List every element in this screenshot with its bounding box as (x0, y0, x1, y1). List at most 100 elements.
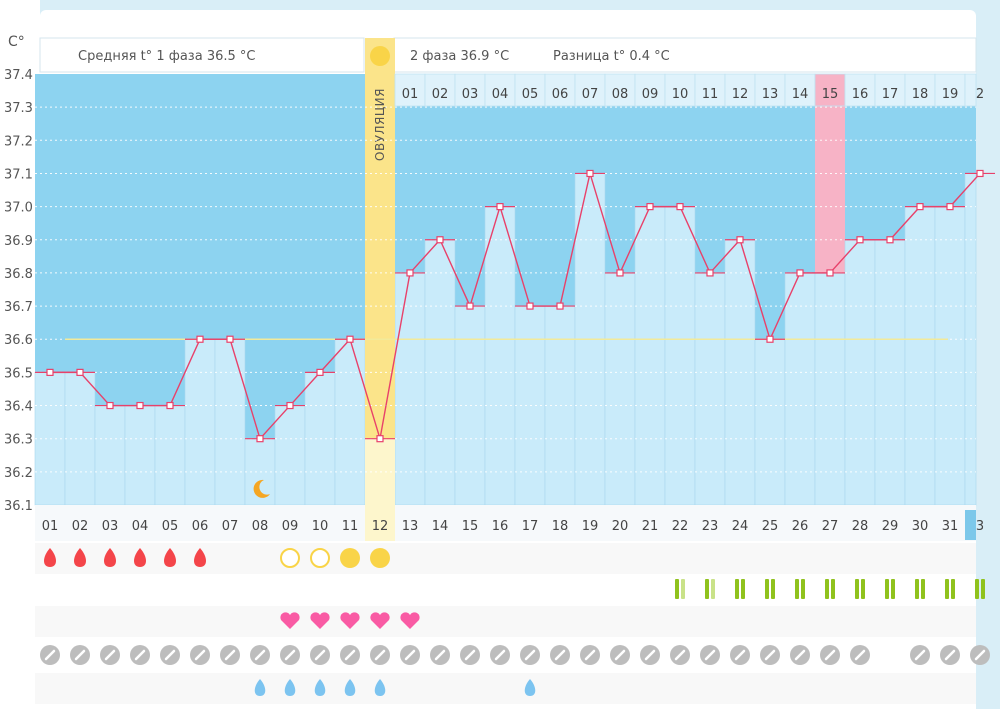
discharge-bar-icon[interactable] (825, 579, 829, 599)
temperature-point-day-03[interactable] (106, 401, 114, 410)
pill-slash (434, 649, 446, 661)
discharge-bar-icon[interactable] (831, 579, 835, 599)
pill-slash (704, 649, 716, 661)
pill-slash (854, 649, 866, 661)
discharge-bar-icon[interactable] (681, 579, 685, 599)
symptom-row-2 (35, 574, 976, 605)
menstruation-drop-icon[interactable] (104, 548, 116, 567)
temperature-point-day-13[interactable] (406, 269, 414, 277)
temperature-point-day-26[interactable] (796, 269, 804, 277)
temperature-point-day-06[interactable] (196, 335, 204, 343)
water-drop-icon[interactable] (284, 679, 296, 696)
water-drop-icon[interactable] (374, 679, 386, 696)
x-axis-day-label: 24 (732, 519, 749, 534)
temperature-point-day-10[interactable] (316, 368, 324, 376)
temperature-point-day-30[interactable] (916, 203, 924, 211)
temperature-point-day-15[interactable] (466, 302, 474, 310)
x-axis-day-label: 17 (522, 519, 539, 534)
intercourse-heart-icon[interactable] (370, 612, 390, 629)
temperature-point-day-31[interactable] (946, 203, 954, 211)
temperature-point-day-09[interactable] (286, 401, 294, 410)
x-axis-day-label: 26 (792, 519, 809, 534)
discharge-bar-icon[interactable] (945, 579, 949, 599)
water-drop-icon[interactable] (344, 679, 356, 696)
phase2-day-cell-19 (934, 73, 966, 107)
mucus-filled-circle-icon[interactable] (370, 548, 390, 568)
pill-slash (614, 649, 626, 661)
phase2-day-cell-01 (394, 73, 426, 107)
temperature-point-day-22[interactable] (676, 203, 684, 211)
discharge-bar-icon[interactable] (801, 579, 805, 599)
temperature-point-day-21[interactable] (646, 203, 654, 211)
temperature-point-day-19[interactable] (586, 169, 594, 178)
temperature-point-day-17[interactable] (526, 302, 534, 310)
discharge-bar-icon[interactable] (705, 579, 709, 599)
discharge-bar-icon[interactable] (741, 579, 745, 599)
discharge-bar-icon[interactable] (855, 579, 859, 599)
intercourse-heart-icon[interactable] (280, 612, 300, 629)
temperature-point-day-25[interactable] (766, 335, 774, 343)
temperature-point-day-05[interactable] (166, 401, 174, 410)
temperature-point-day-16[interactable] (496, 203, 504, 211)
temperature-point-day-11[interactable] (346, 335, 354, 343)
x-axis-day-label: 3 (976, 519, 984, 534)
discharge-bar-icon[interactable] (891, 579, 895, 599)
temperature-point-day-04[interactable] (136, 401, 144, 410)
temperature-point-day-3[interactable] (976, 169, 984, 178)
temperature-bar-day-07 (214, 338, 246, 506)
menstruation-drop-icon[interactable] (44, 548, 56, 567)
x-axis-day-label: 11 (342, 519, 359, 534)
x-axis-day-label: 29 (882, 519, 899, 534)
x-axis-day-label: 15 (462, 519, 479, 534)
phase2-day-label-19: 19 (942, 87, 959, 102)
x-axis-day-label: 30 (912, 519, 929, 534)
discharge-bar-icon[interactable] (711, 579, 715, 599)
discharge-bar-icon[interactable] (861, 579, 865, 599)
menstruation-drop-icon[interactable] (164, 548, 176, 567)
mucus-outline-circle-icon[interactable] (280, 548, 300, 568)
discharge-bar-icon[interactable] (795, 579, 799, 599)
discharge-bar-icon[interactable] (735, 579, 739, 599)
discharge-bar-icon[interactable] (675, 579, 679, 599)
temperature-point-day-14[interactable] (436, 236, 444, 244)
mucus-outline-circle-icon[interactable] (310, 548, 330, 568)
temperature-point-day-18[interactable] (556, 302, 564, 310)
mucus-filled-circle-icon[interactable] (340, 548, 360, 568)
discharge-bar-icon[interactable] (771, 579, 775, 599)
water-drop-icon[interactable] (254, 679, 266, 696)
menstruation-drop-icon[interactable] (134, 548, 146, 567)
ovulation-column (365, 38, 395, 505)
discharge-bar-icon[interactable] (915, 579, 919, 599)
x-axis-day-label: 08 (252, 519, 269, 534)
temperature-point-day-02[interactable] (76, 368, 84, 376)
discharge-bar-icon[interactable] (981, 579, 985, 599)
discharge-bar-icon[interactable] (921, 579, 925, 599)
temperature-point-day-23[interactable] (706, 269, 714, 277)
intercourse-heart-icon[interactable] (310, 612, 330, 629)
temperature-point-day-07[interactable] (226, 335, 234, 343)
intercourse-heart-icon[interactable] (340, 612, 360, 629)
temperature-point-day-29[interactable] (886, 236, 894, 244)
pill-slash (494, 649, 506, 661)
discharge-bar-icon[interactable] (951, 579, 955, 599)
temperature-point-day-12[interactable] (376, 435, 384, 443)
discharge-bar-icon[interactable] (765, 579, 769, 599)
temperature-point-day-20[interactable] (616, 269, 624, 277)
pill-slash (284, 649, 296, 661)
y-tick-label: 37.4 (4, 68, 33, 83)
water-drop-icon[interactable] (314, 679, 326, 696)
temperature-point-day-28[interactable] (856, 236, 864, 244)
menstruation-drop-icon[interactable] (74, 548, 86, 567)
temperature-point-day-01[interactable] (46, 368, 54, 376)
phase2-day-label-01: 01 (402, 87, 419, 102)
temperature-point-day-24[interactable] (736, 236, 744, 244)
temperature-point-day-27[interactable] (826, 269, 834, 277)
intercourse-heart-icon[interactable] (400, 612, 420, 629)
symptom-row-1 (35, 543, 976, 574)
water-drop-icon[interactable] (524, 679, 536, 696)
temperature-point-day-08[interactable] (256, 435, 264, 443)
menstruation-drop-icon[interactable] (194, 548, 206, 567)
discharge-bar-icon[interactable] (975, 579, 979, 599)
x-axis-day-label: 22 (672, 519, 689, 534)
discharge-bar-icon[interactable] (885, 579, 889, 599)
